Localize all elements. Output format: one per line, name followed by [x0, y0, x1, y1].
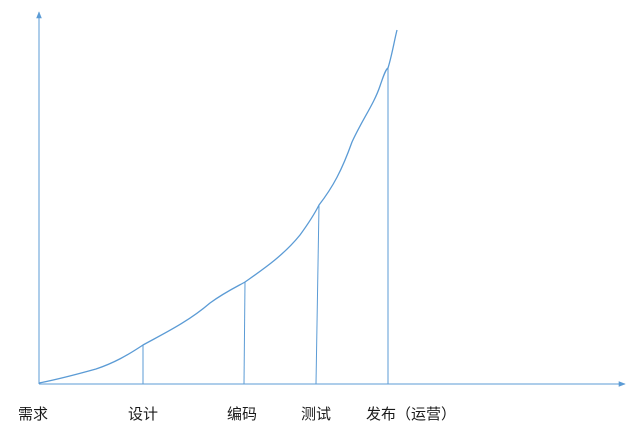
stage-marker-line-testing	[315, 204, 320, 385]
cost-curve	[38, 29, 398, 384]
stage-label-release: 发布（运营）	[366, 405, 456, 423]
stage-label-testing: 测试	[301, 405, 331, 423]
stage-marker-line-coding	[243, 281, 246, 385]
stage-label-coding: 编码	[227, 405, 257, 423]
stage-label-design: 设计	[128, 405, 158, 423]
stage-label-requirements: 需求	[18, 405, 48, 423]
